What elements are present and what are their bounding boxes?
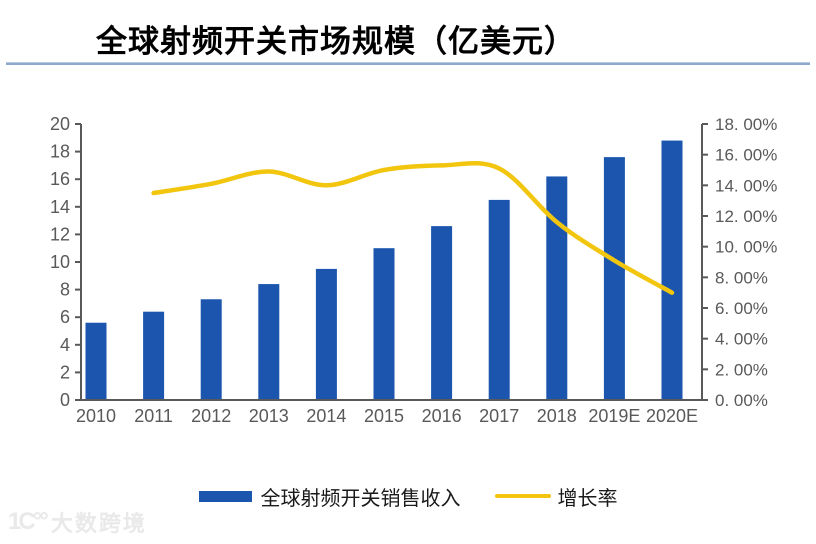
- x-axis-label: 2017: [479, 406, 519, 426]
- right-axis-tick-label: 8. 00%: [715, 268, 768, 287]
- right-axis-tick-label: 16. 00%: [715, 146, 777, 165]
- bar-2020E: [661, 140, 683, 400]
- x-axis-label: 2012: [191, 406, 231, 426]
- x-axis-label: 2020E: [646, 406, 698, 426]
- bar-2013: [258, 284, 280, 400]
- x-axis-label: 2011: [134, 406, 173, 426]
- left-axis-tick-label: 4: [60, 335, 70, 355]
- left-axis-tick-label: 2: [60, 362, 70, 382]
- bar-2017: [488, 199, 510, 400]
- watermark: 1C°° 大数跨境: [8, 506, 147, 538]
- chart-title: 全球射频开关市场规模（亿美元）: [96, 24, 576, 59]
- watermark-logo: 1C°°: [8, 508, 49, 535]
- x-axis-label: 2010: [76, 406, 116, 426]
- x-axis-label: 2014: [306, 406, 346, 426]
- left-axis-tick-label: 6: [60, 307, 70, 327]
- left-axis-tick-label: 8: [60, 280, 70, 300]
- right-axis-tick-label: 14. 00%: [715, 176, 777, 195]
- x-axis-label: 2018: [537, 406, 577, 426]
- left-axis-tick-label: 16: [50, 169, 70, 189]
- left-axis-tick-label: 18: [50, 142, 70, 162]
- bar-2016: [431, 226, 453, 400]
- x-axis-label: 2015: [364, 406, 404, 426]
- bar-2014: [315, 268, 337, 400]
- right-axis-tick-label: 12. 00%: [715, 207, 777, 226]
- left-axis-tick-label: 10: [50, 252, 70, 272]
- right-axis-tick-label: 2. 00%: [715, 360, 768, 379]
- right-axis-tick-label: 10. 00%: [715, 238, 777, 257]
- bar-2011: [143, 311, 165, 400]
- legend: 全球射频开关销售收入 增长率: [0, 483, 816, 510]
- title-underline: [6, 62, 810, 65]
- x-axis-label: 2013: [249, 406, 289, 426]
- left-axis-tick-label: 20: [50, 114, 70, 134]
- right-axis-tick-label: 0. 00%: [715, 391, 768, 410]
- bar-2019E: [603, 157, 625, 400]
- x-axis-label: 2016: [422, 406, 462, 426]
- right-axis-tick-label: 6. 00%: [715, 299, 768, 318]
- legend-bar-label: 全球射频开关销售收入: [260, 487, 461, 510]
- x-axis-label: 2019E: [588, 406, 640, 426]
- bar-2015: [373, 248, 395, 400]
- growth-rate-line: [151, 161, 675, 295]
- left-axis-tick-label: 14: [50, 197, 70, 217]
- right-axis-tick-label: 18. 00%: [715, 115, 777, 134]
- legend-line-swatch: [494, 494, 551, 498]
- left-axis-tick-label: 0: [60, 390, 70, 410]
- right-axis-tick-label: 4. 00%: [715, 330, 768, 349]
- legend-bar-swatch: [198, 490, 252, 502]
- legend-line-label: 增长率: [557, 487, 618, 510]
- watermark-text: 大数跨境: [50, 511, 147, 536]
- left-axis-tick-label: 12: [50, 224, 70, 244]
- bar-2018: [546, 176, 568, 400]
- bar-2012: [200, 299, 222, 400]
- bar-2010: [85, 322, 107, 400]
